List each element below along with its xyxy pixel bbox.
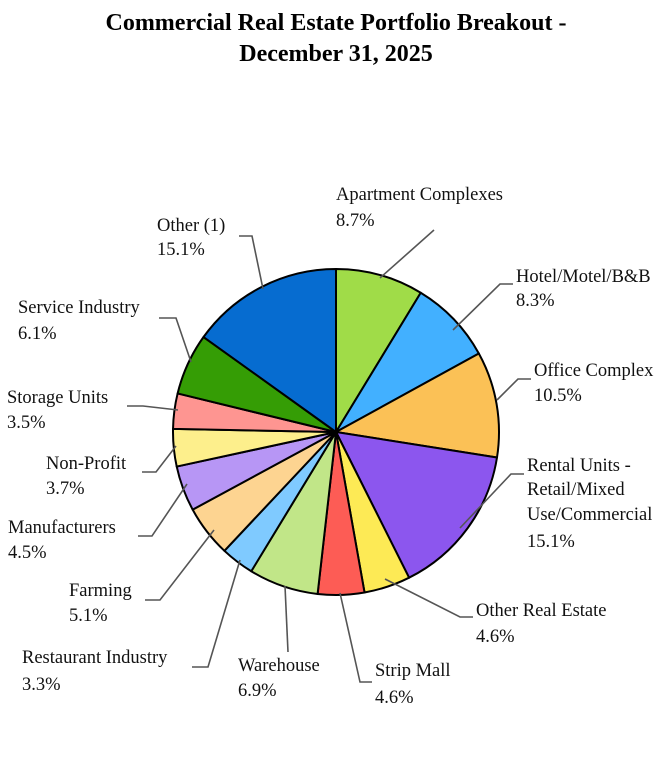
pie-slice <box>202 268 337 433</box>
leader-line <box>339 592 372 683</box>
chart-title: Commercial Real Estate Portfolio Breakou… <box>0 8 672 70</box>
slice-value-label: 8.7% <box>336 211 375 231</box>
slice-category-label: Other Real Estate <box>476 601 606 621</box>
leader-line <box>192 559 241 668</box>
slice-value-label: 4.6% <box>375 688 414 708</box>
slice-category-label: Non-Profit <box>46 454 127 474</box>
slice-value-label: 3.5% <box>7 413 46 433</box>
slice-value-label: 4.5% <box>8 543 47 563</box>
leader-line <box>452 283 513 331</box>
slice-category-label: Other (1) <box>157 216 225 236</box>
leader-line <box>384 578 473 618</box>
chart-title-line2: December 31, 2025 <box>239 41 433 67</box>
leader-line <box>138 483 188 537</box>
slice-value-label: 6.9% <box>238 681 277 701</box>
leader-line <box>142 445 177 473</box>
slice-category-label: Manufacturers <box>8 518 116 538</box>
slice-value-label: 10.5% <box>534 386 582 406</box>
leader-line <box>459 473 524 529</box>
slice-labels: Apartment Complexes 8.7% Hotel/Motel/B&B 8.… <box>7 185 654 708</box>
slice-value-label: 15.1% <box>157 240 205 260</box>
slice-value-label: 15.1% <box>527 532 575 552</box>
slice-category-label: Storage Units <box>7 388 108 408</box>
slice-category-label: Hotel/Motel/B&B <box>516 267 651 287</box>
slice-category-label: Office Complex <box>534 361 654 381</box>
slice-value-label: 6.1% <box>18 324 57 344</box>
slice-category-label: Retail/Mixed <box>527 480 625 500</box>
leader-line <box>239 235 264 290</box>
leader-line <box>145 529 215 601</box>
leader-line <box>159 317 192 363</box>
leader-line <box>379 229 435 279</box>
slice-value-label: 3.3% <box>22 675 61 695</box>
pie-slice <box>335 431 498 579</box>
slice-category-label: Service Industry <box>18 298 141 318</box>
pie-slices <box>172 268 500 596</box>
leader-line <box>284 585 289 653</box>
slice-category-label: Restaurant Industry <box>22 648 168 668</box>
slice-value-label: 4.6% <box>476 627 515 647</box>
leader-lines <box>127 229 531 683</box>
slice-value-label: 5.1% <box>69 606 108 626</box>
slice-category-label: Apartment Complexes <box>336 185 503 205</box>
slice-category-label: Strip Mall <box>375 661 451 681</box>
slice-category-label: Use/Commercial <box>527 505 652 525</box>
pie-slice <box>335 352 500 459</box>
leader-line <box>127 405 179 411</box>
leader-line <box>496 378 531 401</box>
slice-value-label: 8.3% <box>516 291 555 311</box>
slice-value-label: 3.7% <box>46 479 85 499</box>
slice-category-label: Warehouse <box>238 656 320 676</box>
chart-title-line1: Commercial Real Estate Portfolio Breakou… <box>105 10 567 36</box>
slice-category-label: Rental Units - <box>527 456 631 476</box>
pie-slice <box>335 268 422 433</box>
slice-category-label: Farming <box>69 581 132 601</box>
